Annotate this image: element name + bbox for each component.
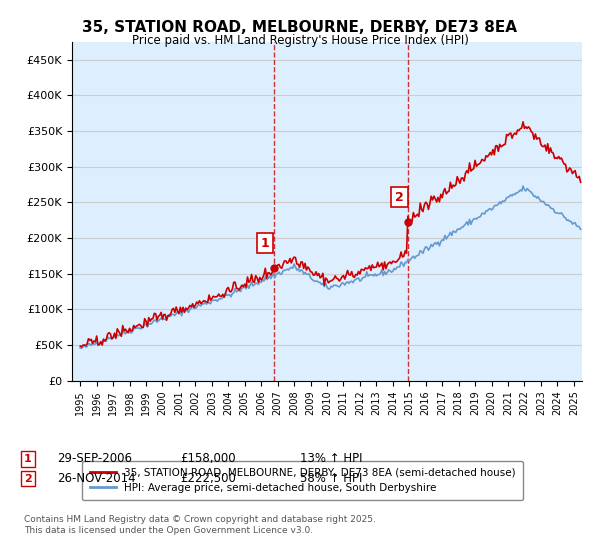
Text: 2: 2: [24, 474, 32, 484]
Legend: 35, STATION ROAD, MELBOURNE, DERBY, DE73 8EA (semi-detached house), HPI: Average: 35, STATION ROAD, MELBOURNE, DERBY, DE73…: [82, 460, 523, 500]
Text: Price paid vs. HM Land Registry's House Price Index (HPI): Price paid vs. HM Land Registry's House …: [131, 34, 469, 46]
Text: 35, STATION ROAD, MELBOURNE, DERBY, DE73 8EA: 35, STATION ROAD, MELBOURNE, DERBY, DE73…: [83, 20, 517, 35]
Text: 1: 1: [24, 454, 32, 464]
Text: £158,000: £158,000: [180, 452, 236, 465]
Text: 13% ↑ HPI: 13% ↑ HPI: [300, 452, 362, 465]
Text: £222,500: £222,500: [180, 472, 236, 484]
Text: Contains HM Land Registry data © Crown copyright and database right 2025.
This d: Contains HM Land Registry data © Crown c…: [24, 515, 376, 535]
Text: 29-SEP-2006: 29-SEP-2006: [57, 452, 132, 465]
Text: 1: 1: [261, 237, 269, 250]
Text: 2: 2: [395, 191, 404, 204]
Text: 26-NOV-2014: 26-NOV-2014: [57, 472, 136, 484]
Text: 58% ↑ HPI: 58% ↑ HPI: [300, 472, 362, 484]
